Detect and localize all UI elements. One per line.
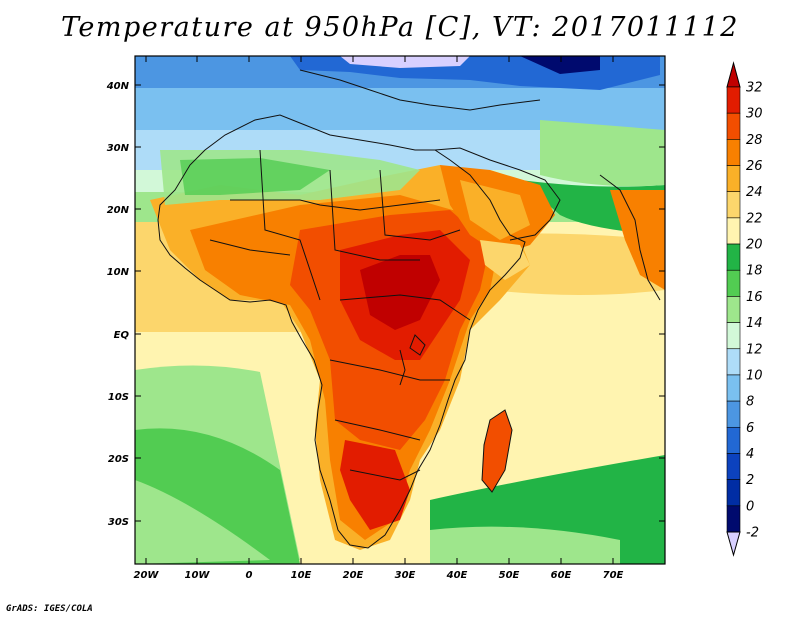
colorbar-label: 16 [746, 290, 763, 305]
lat-label-eq: EQ [114, 330, 130, 341]
colorbar-swatch [726, 86, 741, 114]
colorbar-label: 12 [746, 342, 763, 357]
colorbar-label: 6 [746, 421, 754, 436]
colorbar-swatch [726, 217, 741, 245]
colorbar-swatch [726, 400, 741, 428]
temperature-field [135, 56, 665, 564]
colorbar-label: 22 [746, 211, 763, 226]
lon-label-60e: 60E [551, 570, 572, 581]
colorbar-swatch [726, 139, 741, 166]
colorbar-swatch [726, 112, 741, 140]
colorbar-label: 28 [746, 133, 763, 148]
map-frame [134, 55, 666, 565]
colorbar-swatch [726, 269, 741, 297]
colorbar-label: 20 [746, 238, 763, 253]
credit-text: GrADS: IGES/COLA [6, 604, 93, 614]
colorbar-label: 18 [746, 264, 763, 279]
colorbar-swatch [726, 374, 741, 402]
colorbar-label: 26 [746, 159, 763, 174]
latitude-axis: 40N 30N 20N 10N EQ 10S 20S 30S [106, 81, 665, 528]
lon-label-40e: 40E [446, 570, 468, 581]
colorbar-label: 24 [746, 185, 763, 200]
lon-label-10e: 10E [291, 570, 312, 581]
colorbar-swatch [726, 243, 741, 271]
lon-label-70e: 70E [603, 570, 624, 581]
lon-label-20e: 20E [343, 570, 364, 581]
colorbar-label: 2 [746, 473, 754, 488]
colorbar-label: 4 [746, 447, 754, 462]
colorbar-label: 30 [746, 107, 763, 122]
lat-label-30n: 30N [107, 143, 130, 154]
lon-label-50e: 50E [499, 570, 520, 581]
map-title: Temperature at 950hPa [C], VT: 201701111… [61, 12, 739, 43]
colorbar-swatch [726, 296, 741, 323]
lon-label-20w: 20W [134, 570, 160, 581]
colorbar-top-arrow [726, 61, 741, 88]
lat-label-20s: 20S [108, 454, 129, 465]
lat-label-20n: 20N [107, 205, 130, 216]
lat-label-30s: 30S [108, 517, 129, 528]
lat-label-40n: 40N [106, 81, 130, 92]
colorbar-swatch [726, 505, 741, 533]
colorbar-label: 32 [746, 81, 763, 96]
lat-label-10s: 10S [108, 392, 129, 403]
lon-label-10w: 10W [185, 570, 211, 581]
colorbar-label: 0 [746, 499, 754, 514]
lon-label-0: 0 [246, 570, 253, 581]
colorbar-swatch [726, 348, 741, 376]
colorbar-swatch [726, 322, 741, 350]
colorbar-bottom-arrow [726, 531, 741, 557]
colorbar-label: 8 [746, 395, 754, 410]
colorbar-label: 10 [746, 368, 763, 383]
lon-label-30e: 30E [395, 570, 416, 581]
colorbar-swatch [726, 479, 741, 507]
colorbar-label: 14 [746, 316, 763, 331]
colorbar-label: -2 [746, 526, 759, 541]
lat-label-10n: 10N [107, 267, 130, 278]
colorbar-swatch [726, 453, 741, 480]
colorbar-swatch [726, 426, 741, 454]
longitude-axis: 20W 10W 0 10E 20E 30E 40E 50E 60E 70E [134, 56, 624, 581]
coastlines-borders [157, 69, 661, 549]
colorbar-swatch [726, 165, 741, 193]
colorbar-swatch [726, 191, 741, 219]
